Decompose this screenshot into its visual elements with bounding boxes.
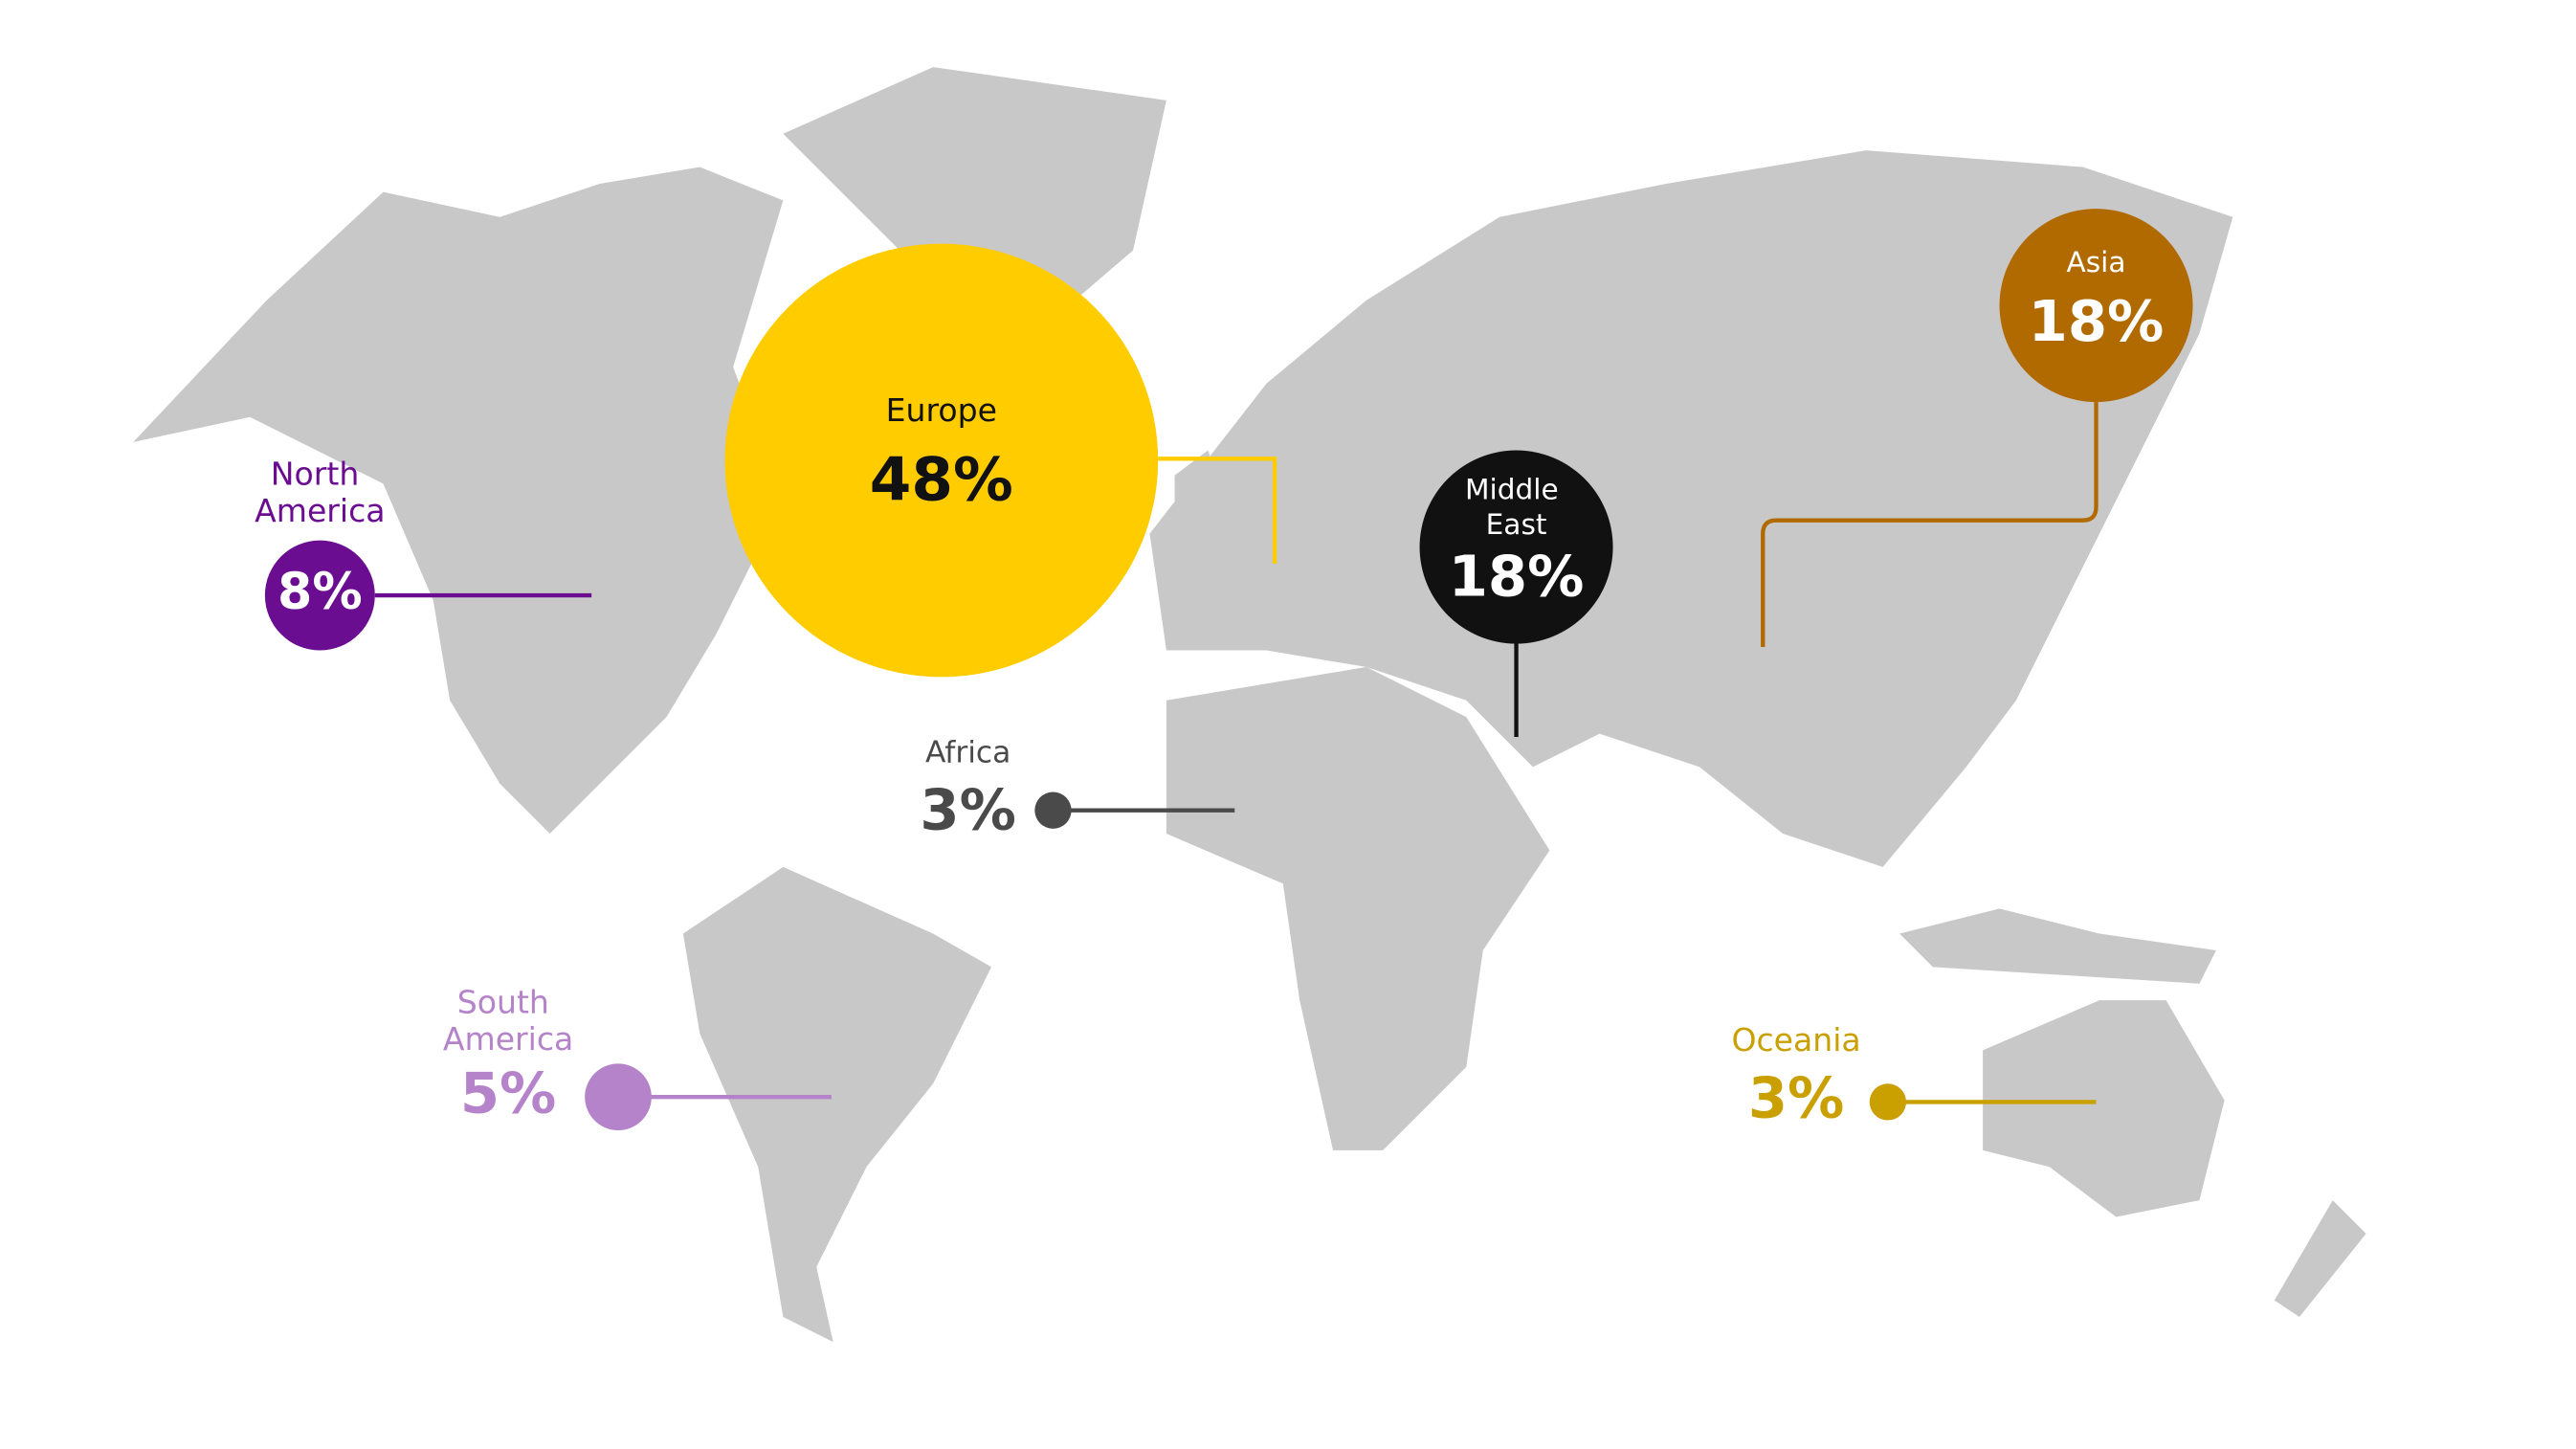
- indonesia-shape: [1899, 908, 2216, 984]
- south-america-shape: [682, 866, 992, 1343]
- region-dot: [585, 1063, 652, 1130]
- region-dot: [1034, 791, 1072, 829]
- region-name: Europe: [886, 391, 997, 429]
- region-name: North America: [255, 455, 385, 528]
- eurasia-shape: [1149, 150, 2233, 867]
- region-marker: Oceania 3%: [1731, 1021, 2097, 1131]
- region-name: Oceania: [1731, 1021, 1860, 1059]
- region-name-line: America: [443, 1019, 573, 1057]
- new-zealand-shape: [2274, 1200, 2366, 1318]
- region-share: 5%: [460, 1059, 556, 1126]
- leader-line: [1761, 402, 2099, 648]
- region-marker: North America 8%: [255, 455, 592, 651]
- region-name: Middle East: [1465, 473, 1567, 541]
- leader-line: [1158, 457, 1277, 564]
- greenland-shape: [783, 67, 1166, 351]
- region-bubble: [724, 243, 1159, 678]
- region-share: 48%: [870, 444, 1013, 514]
- region-name-line: South: [457, 983, 560, 1020]
- uk-shape: [1174, 450, 1225, 534]
- region-name-line: Middle: [1465, 473, 1567, 505]
- region-share: 8%: [278, 564, 363, 621]
- region-name: Africa: [925, 735, 1010, 769]
- region-dot: [1869, 1083, 1907, 1121]
- region-name-line: North: [271, 455, 369, 492]
- africa-shape: [1166, 666, 1550, 1150]
- region-marker: Europe 48%: [724, 243, 1277, 678]
- region-marker: Asia 18%: [1761, 209, 2193, 648]
- north-america-shape: [133, 167, 784, 835]
- region-name-line: America: [255, 491, 385, 528]
- continents: [133, 67, 2366, 1343]
- australia-shape: [1983, 1000, 2225, 1217]
- region-share: 18%: [1449, 543, 1585, 609]
- region-share: 3%: [1748, 1065, 1845, 1131]
- region-name-line: East: [1486, 507, 1547, 540]
- region-bubble: [1419, 450, 1613, 644]
- region-marker: Africa 3%: [920, 735, 1235, 842]
- region-bubble: [264, 540, 375, 651]
- region-name: South America: [443, 983, 573, 1057]
- region-name: Asia: [2066, 246, 2125, 279]
- region-share: 18%: [2029, 288, 2165, 354]
- region-bubble: [1999, 209, 2193, 403]
- region-share: 3%: [920, 776, 1015, 842]
